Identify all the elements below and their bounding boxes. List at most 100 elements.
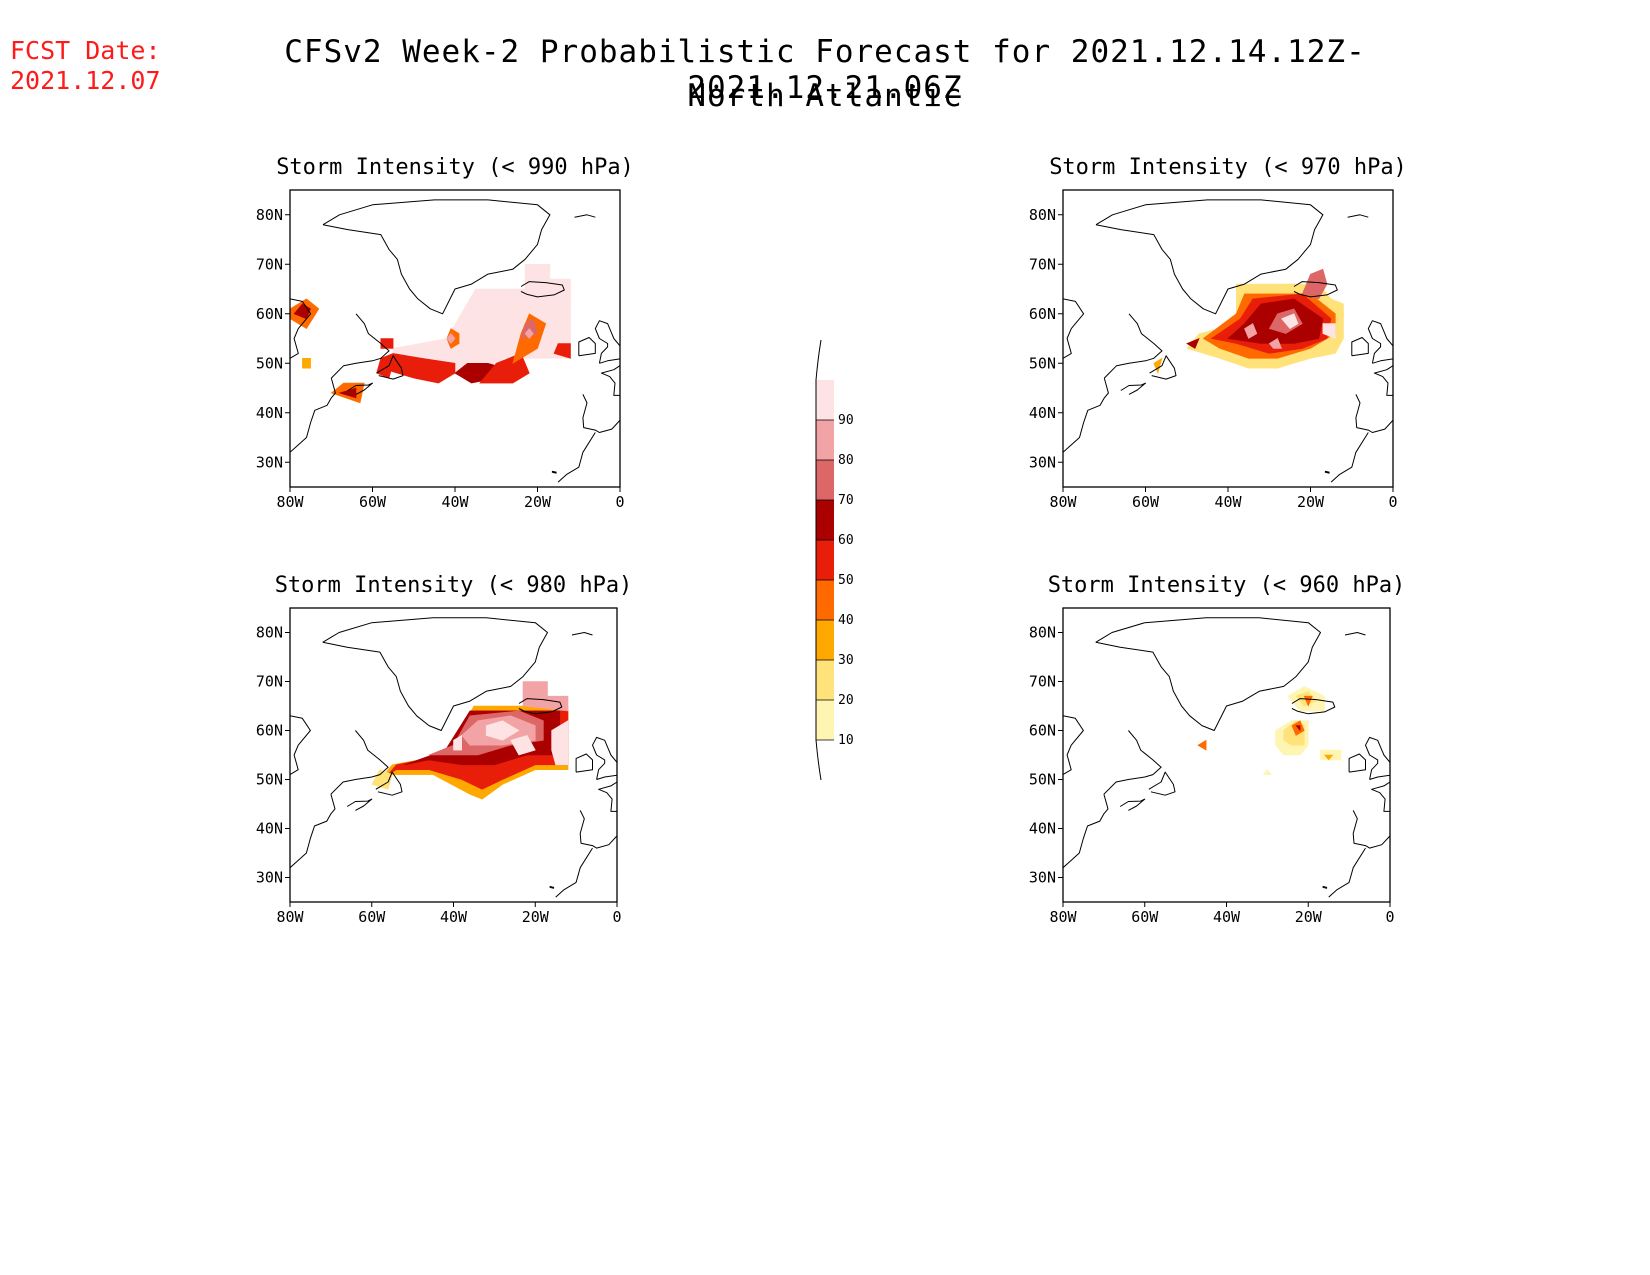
lon-tick-label: 60W	[358, 908, 386, 926]
coastline-iceland	[1293, 281, 1338, 298]
probability-region	[1322, 323, 1336, 339]
coastline-canaries	[1324, 470, 1330, 474]
panel-title: Storm Intensity (< 960 hPa)	[1048, 573, 1406, 598]
colorbar-label: 70	[838, 493, 854, 508]
panel-980hpa: Storm Intensity (< 980 hPa) 80N 70N 60N 50N 4…	[256, 573, 632, 926]
colorbar-label: 10	[838, 733, 854, 748]
coastline-svalbard_hint	[571, 632, 593, 636]
colorbar-segment	[816, 580, 834, 620]
coastline-canada_east	[290, 715, 311, 776]
probability-region	[522, 681, 569, 712]
forecast-date-label: FCST Date:	[10, 36, 161, 65]
lat-tick-label: 30N	[1029, 869, 1056, 887]
coastline-africa	[1330, 432, 1369, 483]
probability-region	[1197, 739, 1207, 751]
probability-region	[524, 263, 571, 290]
coastline-greenland	[322, 199, 551, 315]
lon-tick-label: 80W	[276, 493, 304, 511]
probability-region	[485, 720, 520, 741]
colorbar-segment	[816, 620, 834, 660]
probability-region	[380, 338, 394, 349]
lon-tick-label: 0	[615, 493, 624, 511]
probability-region	[446, 333, 456, 344]
lon-tick-label: 0	[1385, 908, 1394, 926]
colorbar-label: 80	[838, 453, 854, 468]
coastline-newfoundland	[376, 355, 404, 380]
coastline-france	[1373, 365, 1393, 396]
lat-tick-label: 80N	[1029, 624, 1056, 642]
lat-tick-label: 40N	[1029, 404, 1056, 422]
probability-region	[1186, 337, 1200, 349]
page-title: CFSv2 Week-2 Probabilistic Forecast for …	[284, 34, 1366, 106]
probability-region	[551, 720, 569, 766]
lon-tick-label: 80W	[1049, 493, 1077, 511]
colorbar-label: 60	[838, 533, 854, 548]
coastline-us_coast	[1063, 794, 1109, 869]
lon-tick-label: 60W	[1132, 493, 1160, 511]
coastline-greenland	[322, 617, 548, 731]
coastline-labrador	[330, 730, 389, 795]
panel-990hpa: Storm Intensity (< 990 hPa) 80N 70N 60N 50N 4…	[256, 155, 634, 511]
probability-region	[338, 387, 357, 399]
coastline-svalbard_hint	[1347, 214, 1369, 218]
lat-tick-label: 30N	[1029, 453, 1056, 471]
probability-region	[1301, 268, 1328, 300]
colorbar-label: 40	[838, 613, 854, 628]
coastline-nova_scotia	[1120, 382, 1146, 395]
panel-970hpa: Storm Intensity (< 970 hPa) 80N 70N 60N 50N 4…	[1029, 155, 1407, 511]
probability-region	[1281, 313, 1299, 329]
coastline-labrador	[1103, 313, 1163, 379]
coastline-canaries	[1322, 885, 1328, 889]
lon-tick-label: 60W	[359, 493, 387, 511]
forecast-date-block: FCST Date: 2021.12.07	[10, 36, 161, 96]
colorbar-segment	[816, 460, 834, 500]
colorbar-segment	[816, 660, 834, 700]
colorbar-label: 20	[838, 693, 854, 708]
lat-tick-label: 70N	[256, 255, 283, 273]
coastline-greenland	[1095, 617, 1321, 731]
probability-region	[380, 353, 456, 384]
coastline-africa	[557, 432, 596, 483]
lon-tick-label: 0	[612, 908, 621, 926]
colorbar-label: 90	[838, 413, 854, 428]
region-subtitle: North Atlantic	[687, 78, 963, 114]
coastline-nova_scotia	[346, 798, 373, 811]
lon-tick-label: 20W	[524, 493, 552, 511]
probability-region	[371, 769, 393, 790]
coastline-france	[1371, 781, 1390, 812]
coastline-canada_east	[290, 298, 312, 359]
lat-tick-label: 80N	[256, 206, 283, 224]
panel-title: Storm Intensity (< 970 hPa)	[1049, 155, 1407, 180]
probability-region	[524, 328, 534, 339]
coastline-ireland	[578, 337, 596, 357]
coastline-svalbard_hint	[1344, 632, 1366, 636]
coastline-us_coast	[1063, 377, 1109, 453]
probability-region	[1323, 754, 1334, 761]
colorbar-bottom-cap	[815, 739, 822, 781]
probability-region	[1244, 323, 1258, 339]
lon-tick-label: 20W	[1297, 493, 1325, 511]
lon-tick-label: 40W	[1214, 493, 1242, 511]
coastline-ireland	[1348, 753, 1366, 773]
probability-region	[453, 734, 463, 751]
coastline-france	[598, 781, 617, 812]
probability-region	[1262, 769, 1273, 775]
coastline-nova_scotia	[347, 382, 373, 395]
coastline-canaries	[551, 470, 557, 474]
lat-tick-label: 60N	[1029, 722, 1056, 740]
coastline-iceland	[1291, 698, 1336, 715]
panel-title: Storm Intensity (< 990 hPa)	[276, 155, 634, 180]
coastline-canaries	[549, 885, 555, 889]
probability-region	[553, 343, 571, 359]
lon-tick-label: 20W	[522, 908, 550, 926]
coastline-iberia	[582, 394, 620, 433]
colorbar-segment	[816, 700, 834, 740]
coastline-labrador	[1103, 730, 1162, 795]
coastline-britain	[594, 320, 620, 364]
coastline-svalbard_hint	[574, 214, 596, 218]
colorbar-segment	[816, 420, 834, 460]
lon-tick-label: 80W	[1049, 908, 1077, 926]
lat-tick-label: 30N	[256, 453, 283, 471]
colorbar-segment	[816, 380, 834, 420]
probability-colorbar: 10 20 30 40 50 60 70 80 90	[815, 339, 854, 781]
